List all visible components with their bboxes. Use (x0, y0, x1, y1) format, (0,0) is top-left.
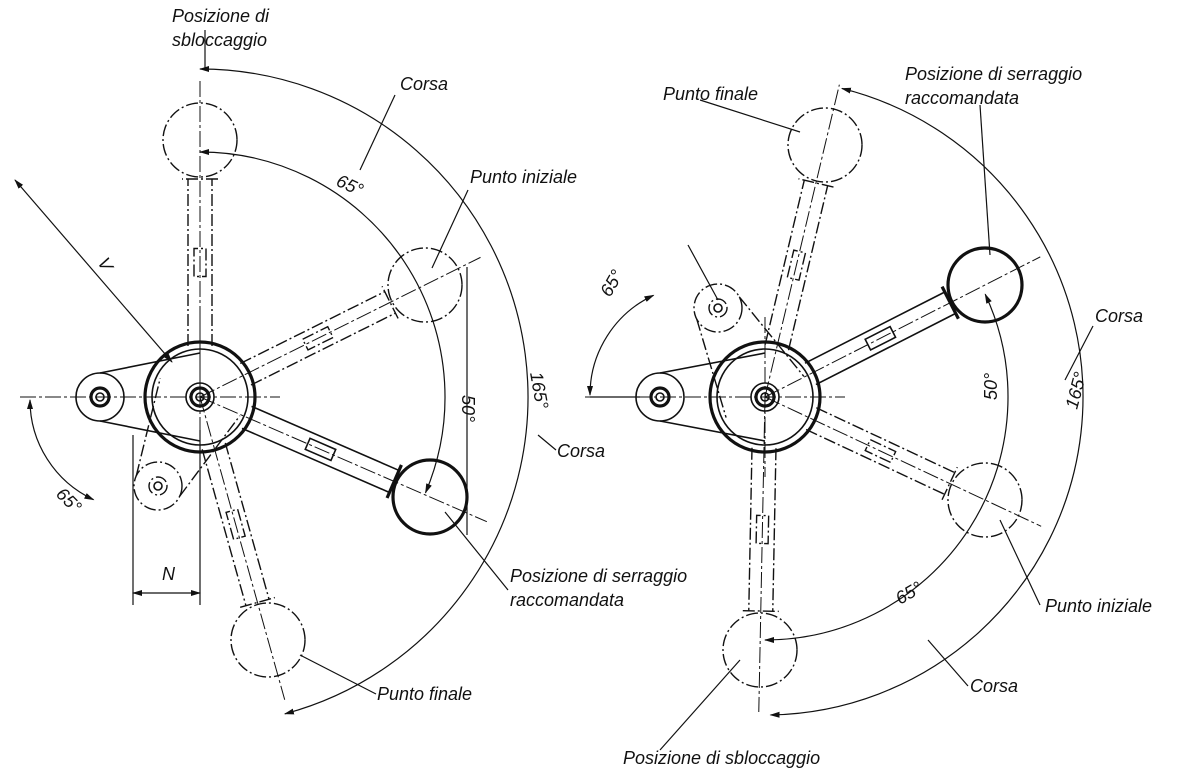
arm-edge (749, 448, 752, 611)
arm-edge (765, 180, 804, 344)
label-line: Posizione di serraggio (510, 566, 687, 586)
pin (714, 304, 722, 312)
arm-edge (225, 443, 269, 599)
label-line: Corsa (1095, 306, 1143, 326)
label: 50° (458, 395, 478, 422)
arm-edge (816, 408, 954, 473)
label-line: Punto finale (663, 84, 758, 104)
pin (709, 299, 727, 317)
leader-line (538, 435, 556, 450)
labels: Posizione di sbloccaggio Corsa 65° Punto ini… (52, 6, 1152, 768)
lobe-edge (180, 416, 240, 496)
lobe-edge (739, 297, 804, 377)
dimension-arc (200, 69, 528, 714)
arm-edge (773, 448, 776, 611)
drawing-geometry (15, 30, 1093, 750)
label: Corsa (970, 676, 1018, 696)
label: V (94, 254, 118, 276)
label: 165° (1062, 370, 1091, 411)
label-line: V (94, 254, 118, 276)
pin (149, 477, 167, 495)
lobe-edge (660, 353, 765, 373)
lobe (694, 284, 742, 332)
label-line: 65° (596, 266, 627, 300)
arm-edge (251, 313, 395, 385)
label: Posizione di sbloccaggio (623, 748, 820, 768)
label: N (162, 564, 176, 584)
label-line: Corsa (970, 676, 1018, 696)
label: 65° (596, 266, 627, 300)
lobe-edge (100, 353, 200, 373)
label-line: 65° (52, 484, 85, 517)
label-line: sbloccaggio (172, 30, 267, 50)
label: Corsa (400, 74, 448, 94)
label: Corsa (557, 441, 605, 461)
arm-edge (240, 292, 384, 364)
label-line: raccomandata (510, 590, 624, 610)
label: Posizione di serraggio raccomandata (905, 64, 1082, 108)
arm-edge (202, 449, 246, 605)
technical-drawing: Posizione di sbloccaggio Corsa 65° Punto ini… (0, 0, 1178, 773)
dimension-v (15, 180, 172, 362)
leader-line (1065, 326, 1093, 380)
label-line: Punto iniziale (470, 167, 577, 187)
extension-line (688, 245, 718, 300)
label-line: 50° (981, 373, 1001, 400)
label-line: Posizione di sbloccaggio (623, 748, 820, 768)
center-line (200, 257, 481, 397)
label: 65° (52, 484, 85, 517)
label-line: N (162, 564, 176, 584)
arm-edge (805, 292, 945, 363)
leader-line (432, 190, 468, 268)
leader-line (445, 512, 508, 590)
arm-edge (242, 428, 389, 492)
label: 165° (526, 370, 552, 410)
label-line: Posizione di serraggio (905, 64, 1082, 84)
label: 50° (981, 373, 1001, 400)
label-line: 50° (458, 395, 478, 422)
lobe-edge (136, 378, 160, 476)
label: 65° (333, 170, 366, 200)
label-line: Corsa (557, 441, 605, 461)
label-line: 65° (333, 170, 366, 200)
label: Corsa (1095, 306, 1143, 326)
arm-edge (816, 313, 956, 384)
label: Punto iniziale (470, 167, 577, 187)
leader-line (700, 100, 800, 132)
label: 65° (892, 578, 926, 609)
leader-line (300, 655, 376, 694)
label: Posizione di sbloccaggio (172, 6, 270, 50)
label-line: Punto iniziale (1045, 596, 1152, 616)
leader-line (660, 660, 740, 750)
dimension-arc (771, 88, 1083, 715)
label-line: Punto finale (377, 684, 472, 704)
leader-line (980, 105, 990, 255)
label: Punto finale (663, 84, 758, 104)
pin (154, 482, 162, 490)
label: Punto finale (377, 684, 472, 704)
label: Posizione di serraggio raccomandata (510, 566, 687, 610)
label-line: Posizione di (172, 6, 270, 26)
label: Punto iniziale (1045, 596, 1152, 616)
lobe-edge (100, 421, 200, 441)
lobe-edge (660, 421, 765, 441)
label-line: 65° (892, 578, 926, 609)
label-line: raccomandata (905, 88, 1019, 108)
arm-edge (806, 429, 944, 494)
lobe (134, 462, 182, 510)
arm-edge (252, 406, 399, 470)
leader-line (1000, 520, 1040, 605)
leader-line (360, 95, 395, 170)
label-line: 165° (1062, 370, 1091, 411)
arm-edge (788, 186, 827, 350)
label-line: 165° (526, 370, 552, 410)
label-line: Corsa (400, 74, 448, 94)
center-line (200, 397, 285, 700)
